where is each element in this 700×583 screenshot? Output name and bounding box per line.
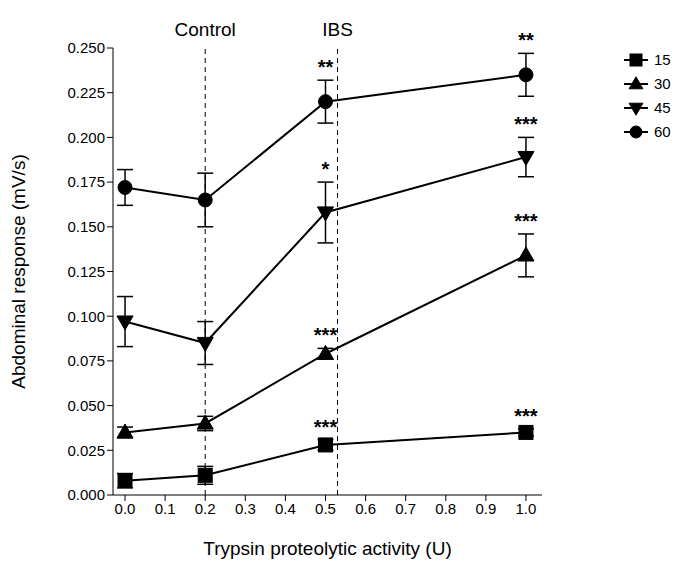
svg-text:0.1: 0.1 bbox=[155, 500, 176, 517]
svg-text:0.100: 0.100 bbox=[67, 308, 105, 325]
svg-text:0.200: 0.200 bbox=[67, 129, 105, 146]
svg-text:Trypsin proteolytic activity (: Trypsin proteolytic activity (U) bbox=[203, 538, 451, 559]
svg-text:0.9: 0.9 bbox=[475, 500, 496, 517]
svg-text:0.0: 0.0 bbox=[115, 500, 136, 517]
svg-text:0.025: 0.025 bbox=[67, 442, 105, 459]
svg-text:0.000: 0.000 bbox=[67, 486, 105, 503]
svg-text:0.225: 0.225 bbox=[67, 84, 105, 101]
svg-text:***: *** bbox=[314, 324, 338, 346]
svg-text:0.175: 0.175 bbox=[67, 173, 105, 190]
svg-text:***: *** bbox=[514, 113, 538, 135]
svg-text:0.3: 0.3 bbox=[235, 500, 256, 517]
svg-text:60: 60 bbox=[654, 123, 671, 140]
svg-text:0.150: 0.150 bbox=[67, 218, 105, 235]
svg-text:0.075: 0.075 bbox=[67, 352, 105, 369]
svg-text:0.125: 0.125 bbox=[67, 263, 105, 280]
svg-text:15: 15 bbox=[654, 51, 671, 68]
svg-text:Control: Control bbox=[175, 19, 236, 40]
svg-text:0.5: 0.5 bbox=[315, 500, 336, 517]
svg-text:0.8: 0.8 bbox=[435, 500, 456, 517]
svg-text:**: ** bbox=[518, 29, 534, 51]
svg-text:***: *** bbox=[514, 210, 538, 232]
svg-text:0.2: 0.2 bbox=[195, 500, 216, 517]
svg-text:0.250: 0.250 bbox=[67, 39, 105, 56]
svg-text:**: ** bbox=[318, 56, 334, 78]
svg-text:30: 30 bbox=[654, 75, 671, 92]
svg-text:***: *** bbox=[314, 416, 338, 438]
svg-text:Abdominal response (mV/s): Abdominal response (mV/s) bbox=[8, 154, 29, 388]
svg-text:45: 45 bbox=[654, 99, 671, 116]
svg-text:*: * bbox=[322, 158, 330, 180]
svg-text:0.6: 0.6 bbox=[355, 500, 376, 517]
svg-text:***: *** bbox=[514, 405, 538, 427]
svg-text:1.0: 1.0 bbox=[516, 500, 537, 517]
svg-text:IBS: IBS bbox=[322, 19, 353, 40]
svg-text:0.7: 0.7 bbox=[395, 500, 416, 517]
svg-text:0.050: 0.050 bbox=[67, 397, 105, 414]
svg-text:0.4: 0.4 bbox=[275, 500, 296, 517]
